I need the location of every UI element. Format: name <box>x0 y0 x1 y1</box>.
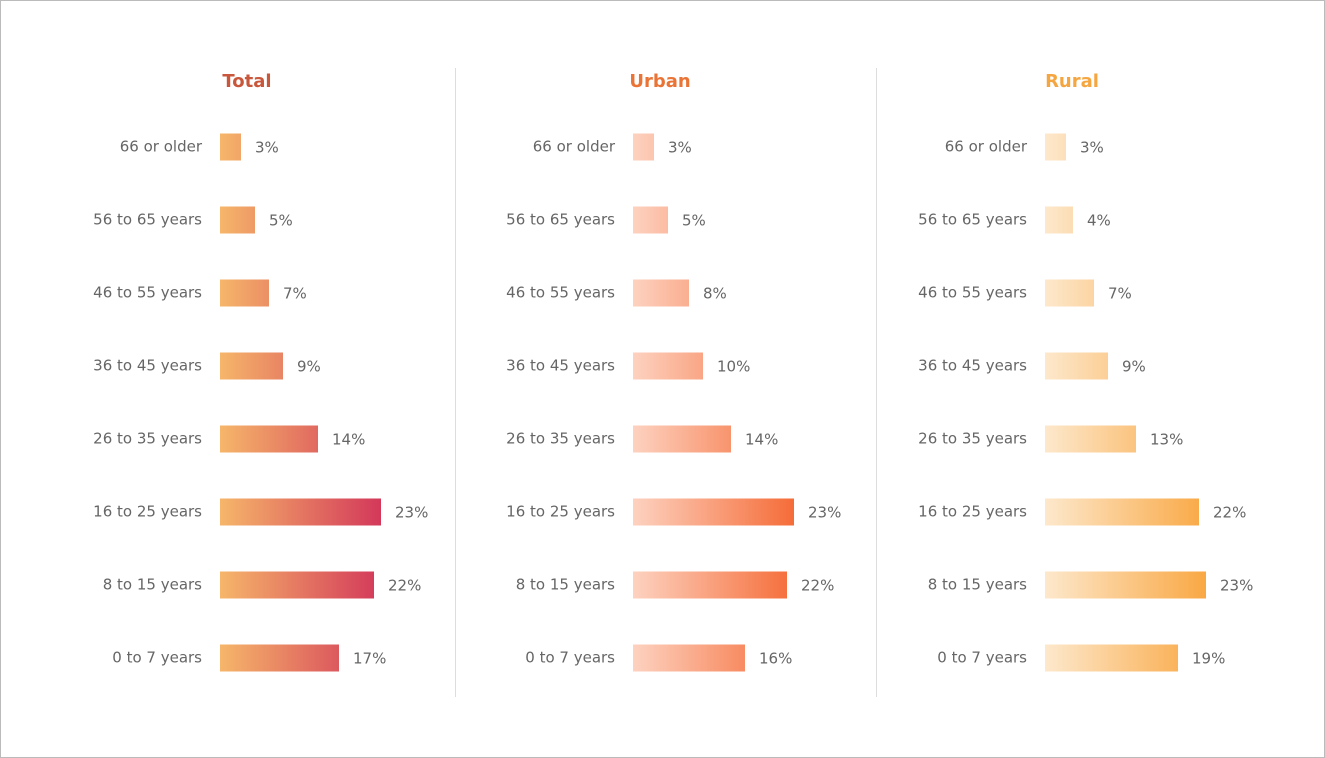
bar <box>1045 352 1108 380</box>
category-label: 66 or older <box>533 138 616 156</box>
value-label: 22% <box>801 577 834 595</box>
category-label: 26 to 35 years <box>918 430 1027 448</box>
value-label: 23% <box>395 504 428 522</box>
category-label: 66 or older <box>945 138 1028 156</box>
category-label: 56 to 65 years <box>506 211 615 229</box>
category-label: 56 to 65 years <box>93 211 202 229</box>
value-label: 23% <box>1220 577 1253 595</box>
value-label: 17% <box>353 650 386 668</box>
value-label: 5% <box>269 212 293 230</box>
category-label: 36 to 45 years <box>506 357 615 375</box>
category-label: 0 to 7 years <box>937 649 1027 667</box>
value-label: 8% <box>703 285 727 303</box>
value-label: 9% <box>1122 358 1146 376</box>
value-label: 9% <box>297 358 321 376</box>
category-label: 16 to 25 years <box>506 503 615 521</box>
value-label: 22% <box>1213 504 1246 522</box>
category-label: 16 to 25 years <box>918 503 1027 521</box>
bar <box>1045 498 1199 526</box>
category-label: 26 to 35 years <box>506 430 615 448</box>
category-label: 66 or older <box>120 138 203 156</box>
bar <box>633 279 689 307</box>
bar <box>1045 133 1066 161</box>
panel-title: Urban <box>629 71 690 92</box>
bar <box>633 571 787 599</box>
value-label: 14% <box>332 431 365 449</box>
bar <box>220 206 255 234</box>
category-label: 8 to 15 years <box>103 576 202 594</box>
category-label: 26 to 35 years <box>93 430 202 448</box>
bar <box>220 498 381 526</box>
value-label: 7% <box>1108 285 1132 303</box>
bar <box>220 352 283 380</box>
bar <box>220 279 269 307</box>
bar <box>633 352 703 380</box>
value-label: 10% <box>717 358 750 376</box>
category-label: 0 to 7 years <box>525 649 615 667</box>
bar <box>633 133 654 161</box>
bar <box>633 498 794 526</box>
bar <box>220 571 374 599</box>
bar <box>633 425 731 453</box>
value-label: 3% <box>255 139 279 157</box>
panel-title: Rural <box>1045 71 1099 92</box>
bar <box>1045 425 1136 453</box>
bar <box>1045 644 1178 672</box>
category-label: 16 to 25 years <box>93 503 202 521</box>
value-label: 14% <box>745 431 778 449</box>
value-label: 5% <box>682 212 706 230</box>
bar <box>633 644 745 672</box>
category-label: 46 to 55 years <box>506 284 615 302</box>
panel-title: Total <box>222 71 271 92</box>
bar <box>220 133 241 161</box>
category-label: 0 to 7 years <box>112 649 202 667</box>
value-label: 3% <box>668 139 692 157</box>
category-label: 36 to 45 years <box>918 357 1027 375</box>
value-label: 23% <box>808 504 841 522</box>
bar <box>1045 206 1073 234</box>
value-label: 22% <box>388 577 421 595</box>
bar <box>220 425 318 453</box>
bar <box>633 206 668 234</box>
bar <box>1045 571 1206 599</box>
category-label: 46 to 55 years <box>918 284 1027 302</box>
bar <box>220 644 339 672</box>
value-label: 13% <box>1150 431 1183 449</box>
value-label: 19% <box>1192 650 1225 668</box>
value-label: 16% <box>759 650 792 668</box>
category-label: 8 to 15 years <box>516 576 615 594</box>
category-label: 36 to 45 years <box>93 357 202 375</box>
bar <box>1045 279 1094 307</box>
category-label: 8 to 15 years <box>928 576 1027 594</box>
value-label: 7% <box>283 285 307 303</box>
value-label: 3% <box>1080 139 1104 157</box>
value-label: 4% <box>1087 212 1111 230</box>
category-label: 56 to 65 years <box>918 211 1027 229</box>
category-label: 46 to 55 years <box>93 284 202 302</box>
